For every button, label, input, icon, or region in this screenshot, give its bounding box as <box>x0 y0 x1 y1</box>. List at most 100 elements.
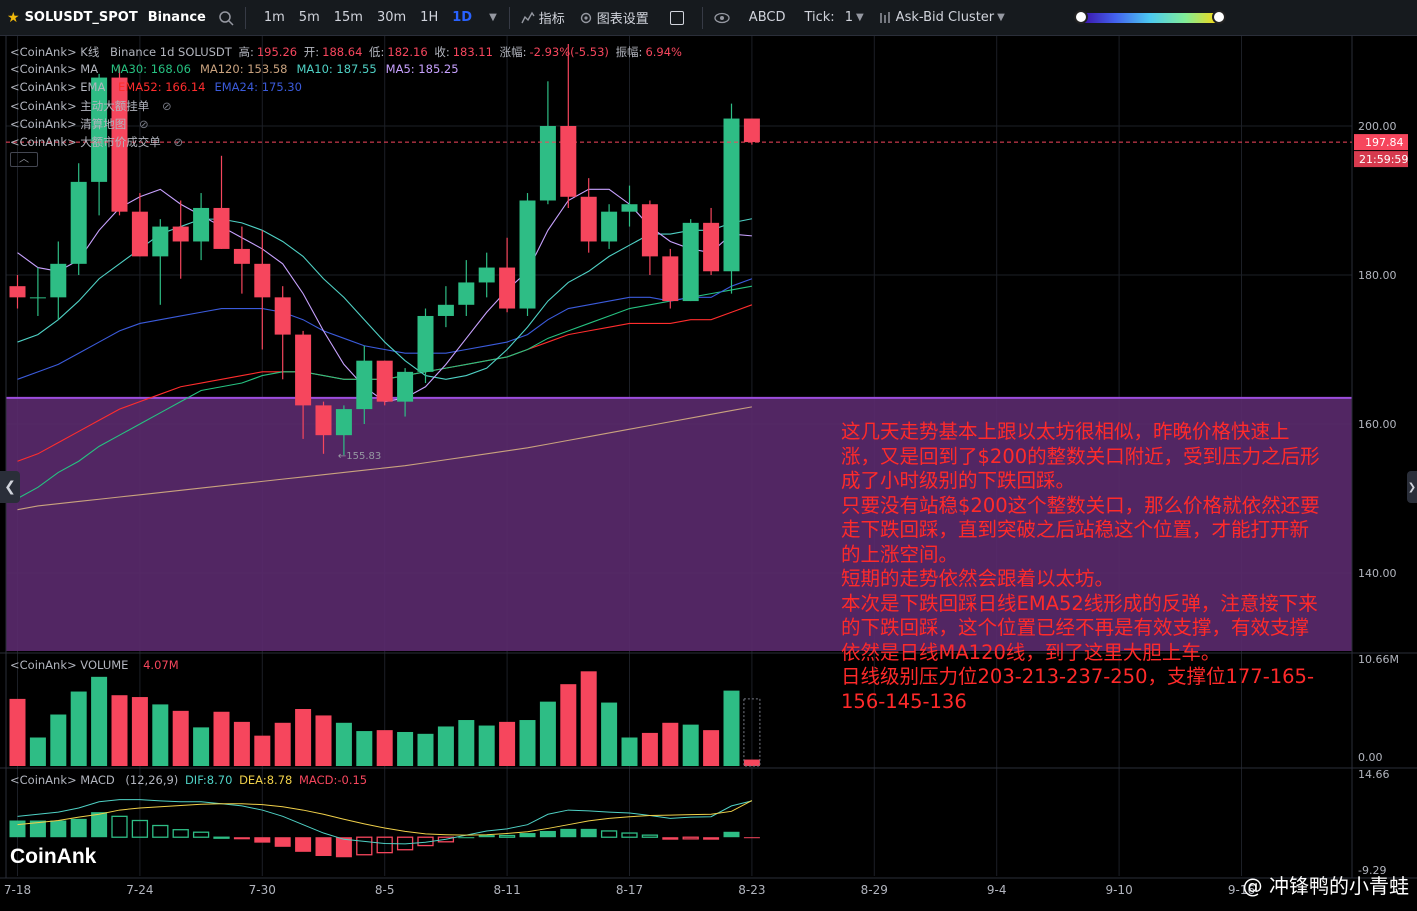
symbol-name: SOLUSDT_SPOT <box>24 10 138 25</box>
eye-off-icon[interactable]: ⊘ <box>173 135 184 149</box>
macd-axis-label: 14.66 <box>1358 768 1390 781</box>
ma-legend-item: MA30: 168.06 <box>110 62 191 76</box>
macd-histogram-bar <box>478 835 495 838</box>
eye-off-icon[interactable]: ⊘ <box>138 117 149 131</box>
interval-15m[interactable]: 15m <box>333 10 363 25</box>
annotation-paragraph: 只要没有站稳$200这个整数关口，那么价格就依然还要走下跌回踩，直到突破之后站稳… <box>841 493 1320 566</box>
open-label: 开: <box>303 45 320 59</box>
large-orders-legend[interactable]: <CoinAnk> 主动大额挂单 ⊘ <box>10 98 175 114</box>
analysis-annotation: 这几天走势基本上跟以太坊很相似，昨晚价格快速上涨，又是回到了$200的整数关口附… <box>841 420 1321 714</box>
interval-1h[interactable]: 1H <box>420 10 439 25</box>
candle-body <box>723 118 740 272</box>
ma-legend-item: MA10: 187.55 <box>296 62 377 76</box>
search-icon[interactable] <box>218 10 234 26</box>
slider-handle-right[interactable] <box>1211 9 1226 24</box>
cluster-selector[interactable]: Ask-Bid Cluster ▼ <box>871 0 1012 36</box>
low-price-marker: ←155.83 <box>338 451 381 462</box>
heatmap-gradient <box>1073 9 1226 24</box>
macd-histogram-bar <box>192 831 210 838</box>
volume-bar <box>621 737 638 766</box>
abcd-button[interactable]: ABCD <box>737 0 798 36</box>
heatmap-range-slider[interactable] <box>1012 0 1227 36</box>
interval-1m[interactable]: 1m <box>263 10 285 25</box>
annotation-paragraph: 短期的走势依然会跟着以太坊。 <box>841 567 1115 590</box>
volume-bar <box>376 730 393 766</box>
annotation-paragraph: 本次是下跌回踩日线EMA52线形成的反弹，注意接下来的下跌回踩，这个位置已经不再… <box>841 591 1318 664</box>
chevron-down-icon[interactable]: ▼ <box>489 12 497 23</box>
macd-value: MACD:-0.15 <box>299 773 368 787</box>
countdown-label: 21:59:59 <box>1359 153 1408 166</box>
square-toggle[interactable] <box>656 0 698 36</box>
tick-selector[interactable]: Tick: 1 ▼ <box>797 0 870 36</box>
macd-histogram-bar <box>274 837 291 847</box>
slider-handle-left[interactable] <box>1073 9 1088 24</box>
square-icon <box>669 10 684 25</box>
macd-histogram-bar <box>723 831 740 838</box>
volume-bar <box>478 725 495 766</box>
macd-histogram-bar <box>376 836 393 854</box>
liquidation-map-legend[interactable]: <CoinAnk> 清算地图 ⊘ <box>10 116 152 132</box>
macd-histogram-bar <box>335 837 352 858</box>
collapse-legend-button[interactable]: ︿ <box>10 152 38 167</box>
volume-bar <box>335 722 352 766</box>
volume-bar <box>111 695 128 766</box>
macd-histogram-bar <box>9 820 26 838</box>
volume-bar <box>131 697 148 766</box>
large-trades-label: <CoinAnk> 大额市价成交单 <box>10 135 161 149</box>
low-label: 低: <box>369 45 385 59</box>
macd-histogram-bar <box>356 836 373 856</box>
volume-bar <box>193 727 210 766</box>
macd-histogram-bar <box>315 837 332 856</box>
candle-body <box>458 282 475 305</box>
volume-bar <box>233 721 250 766</box>
visibility-toggle[interactable] <box>707 0 737 36</box>
interval-30m[interactable]: 30m <box>376 10 407 25</box>
volume-bar <box>539 701 556 766</box>
indicators-button[interactable]: 指标 <box>514 0 572 36</box>
star-icon[interactable]: ★ <box>7 9 20 26</box>
eye-off-icon[interactable]: ⊘ <box>161 99 172 113</box>
chevron-down-icon: ▼ <box>997 12 1005 23</box>
candle-body <box>70 181 87 264</box>
divider <box>508 6 510 29</box>
candle-body <box>50 263 67 298</box>
macd-histogram-bar <box>539 830 556 838</box>
volume-bar <box>91 676 108 766</box>
candle-body <box>172 226 189 242</box>
interval-5m[interactable]: 5m <box>298 10 320 25</box>
time-axis-label: 9-16 <box>1228 883 1255 897</box>
candle-body <box>437 304 454 316</box>
volume-bar <box>580 671 597 766</box>
volume-bar <box>743 759 760 766</box>
low-value: 182.16 <box>387 45 428 59</box>
scroll-left-button[interactable]: ❮ <box>0 471 20 503</box>
time-axis-label: 8-23 <box>738 883 765 897</box>
divider <box>701 6 703 29</box>
candle-body <box>397 371 414 402</box>
indicators-label: 指标 <box>538 12 565 27</box>
volume-bar <box>70 691 87 766</box>
macd-dea-line <box>17 800 753 836</box>
interval-1d[interactable]: 1D <box>452 10 473 25</box>
chart-settings-button[interactable]: 图表设置 <box>572 0 656 36</box>
volume-bar <box>254 735 271 766</box>
ema-legend: <CoinAnk> EMA EMA52: 166.14 EMA24: 175.30 <box>10 80 305 94</box>
ema-legend-item: EMA24: 175.30 <box>214 80 302 94</box>
candle-body <box>601 211 618 242</box>
scroll-right-button[interactable]: ❯ <box>1407 471 1417 503</box>
volume-bar <box>519 720 536 766</box>
resistance-zone <box>6 397 1352 651</box>
candlestick-chart[interactable]: ←155.83 200.00 180.00 160.00 140.00 197.84 21:… <box>0 36 1417 911</box>
large-orders-label: <CoinAnk> 主动大额挂单 <box>10 99 150 113</box>
candle-body <box>91 77 108 182</box>
symbol-selector[interactable]: ★ SOLUSDT_SPOT Binance <box>0 0 241 36</box>
price-axis-label: 140.00 <box>1358 567 1397 580</box>
volume-bar <box>397 731 414 766</box>
macd-dea: DEA:8.78 <box>239 773 293 787</box>
macd-histogram-bar <box>29 820 46 838</box>
large-trades-legend[interactable]: <CoinAnk> 大额市价成交单 ⊘ <box>10 134 186 150</box>
candle-body <box>29 297 46 299</box>
volume-pending-outline <box>743 698 761 767</box>
kline-legend-desc: Binance 1d SOLUSDT <box>110 45 232 59</box>
volume-bar <box>601 702 618 766</box>
